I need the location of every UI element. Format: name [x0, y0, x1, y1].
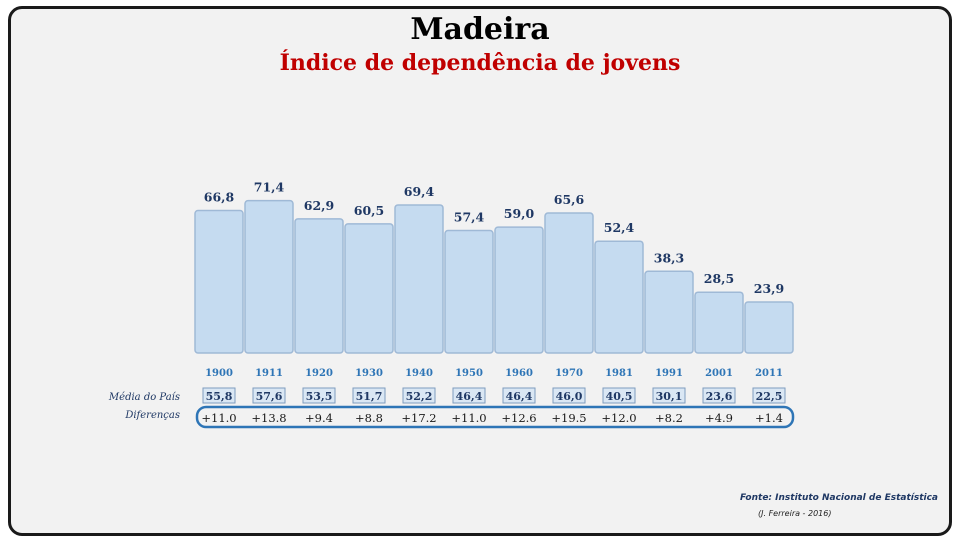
year-label-2011: 2011: [755, 368, 783, 379]
bar-1960: [494, 226, 544, 354]
national-average-box-1950: [452, 387, 486, 404]
bar-1950: [444, 229, 494, 354]
year-label-1991: 1991: [655, 368, 683, 379]
year-label-1900: 1900: [205, 368, 233, 379]
national-average-box-2011: [752, 387, 786, 404]
chart-subtitle: Índice de dependência de jovens: [279, 50, 681, 76]
chart-title: Madeira: [410, 12, 550, 47]
value-label-1911: 71,4: [254, 180, 285, 195]
value-label-1950: 57,4: [454, 210, 485, 225]
national-average-value-1991: 30,1: [656, 390, 683, 403]
year-label-1950: 1950: [455, 368, 483, 379]
difference-value-1900: +11.0: [201, 411, 236, 425]
differences-outline: [195, 405, 795, 429]
difference-value-2001: +4.9: [705, 411, 733, 425]
national-average-value-1930: 51,7: [356, 390, 383, 403]
year-label-1960: 1960: [505, 368, 533, 379]
difference-value-1920: +9.4: [305, 411, 333, 425]
national-average-value-1911: 57,6: [256, 390, 283, 403]
value-label-1970: 65,6: [554, 192, 585, 207]
national-average-value-1900: 55,8: [206, 390, 233, 403]
national-average-box-1991: [652, 387, 686, 404]
difference-value-1960: +12.6: [501, 411, 536, 425]
difference-value-2011: +1.4: [755, 411, 783, 425]
national-average-box-1970: [552, 387, 586, 404]
year-label-1930: 1930: [355, 368, 383, 379]
national-average-row-label: Média do País: [108, 392, 180, 403]
national-average-value-1940: 52,2: [406, 390, 433, 403]
bar-1920: [294, 218, 344, 354]
national-average-box-2001: [702, 387, 736, 404]
value-label-1991: 38,3: [654, 250, 684, 265]
difference-value-1911: +13.8: [251, 411, 286, 425]
bar-1970: [544, 212, 594, 354]
value-label-1930: 60,5: [354, 203, 384, 218]
national-average-box-1911: [252, 387, 286, 404]
national-average-value-1920: 53,5: [306, 390, 333, 403]
year-label-1940: 1940: [405, 368, 433, 379]
national-average-box-1960: [502, 387, 536, 404]
value-label-1940: 69,4: [404, 184, 435, 199]
differences-row-label: Diferenças: [125, 410, 180, 421]
bar-2001: [694, 291, 744, 354]
bar-1981: [594, 240, 644, 354]
national-average-value-1981: 40,5: [606, 390, 633, 403]
national-average-value-2001: 23,6: [706, 390, 733, 403]
year-label-1920: 1920: [305, 368, 333, 379]
value-label-2011: 23,9: [754, 281, 784, 296]
year-label-1981: 1981: [605, 368, 633, 379]
year-label-1911: 1911: [255, 368, 283, 379]
national-average-value-1970: 46,0: [556, 390, 583, 403]
author-note: (J. Ferreira - 2016): [758, 509, 832, 518]
source-note: Fonte: Instituto Nacional de Estatística: [739, 493, 938, 503]
bar-1911: [244, 199, 294, 354]
bar-1930: [344, 223, 394, 354]
difference-value-1950: +11.0: [451, 411, 486, 425]
value-label-1900: 66,8: [204, 189, 235, 204]
national-average-box-1940: [402, 387, 436, 404]
value-label-1981: 52,4: [604, 220, 635, 235]
year-label-1970: 1970: [555, 368, 583, 379]
difference-value-1981: +12.0: [601, 411, 636, 425]
value-label-1920: 62,9: [304, 198, 334, 213]
national-average-box-1930: [352, 387, 386, 404]
national-average-box-1981: [602, 387, 636, 404]
year-label-2001: 2001: [705, 368, 733, 379]
national-average-value-1960: 46,4: [506, 390, 533, 403]
bar-1991: [644, 270, 694, 354]
national-average-box-1900: [202, 387, 236, 404]
value-label-2001: 28,5: [704, 271, 734, 286]
bar-1940: [394, 204, 444, 354]
difference-value-1970: +19.5: [551, 411, 586, 425]
national-average-value-1950: 46,4: [456, 390, 483, 403]
bar-1900: [194, 209, 244, 354]
difference-value-1991: +8.2: [655, 411, 683, 425]
national-average-box-1920: [302, 387, 336, 404]
bar-2011: [744, 301, 794, 354]
value-label-1960: 59,0: [504, 206, 535, 221]
difference-value-1930: +8.8: [355, 411, 383, 425]
difference-value-1940: +17.2: [401, 411, 436, 425]
national-average-value-2011: 22,5: [756, 390, 783, 403]
